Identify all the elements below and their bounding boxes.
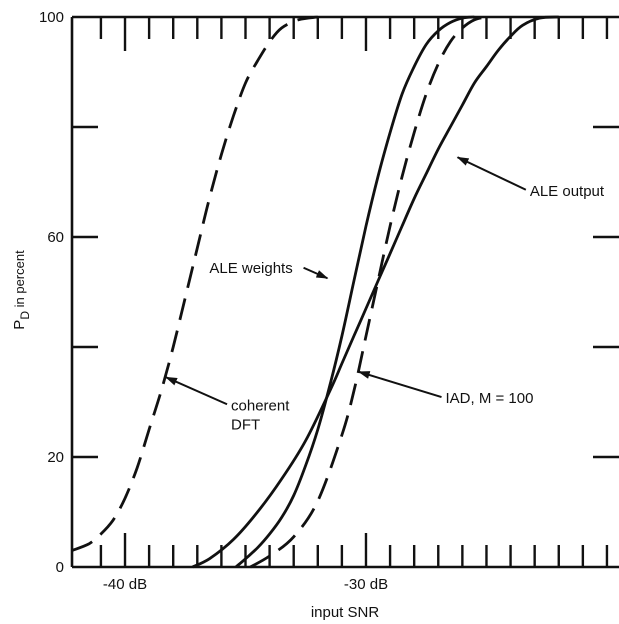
series-line-1 bbox=[71, 15, 319, 552]
y-tick-label: 0 bbox=[56, 559, 64, 576]
tick-labels: -40 dB -30 dB 100 60 20 0 bbox=[39, 9, 388, 593]
annotation-arrow bbox=[357, 370, 442, 399]
y-axis-title-subscript: D bbox=[18, 311, 32, 320]
y-tick-label: 60 bbox=[47, 229, 64, 246]
y-axis-title-main: P bbox=[11, 320, 28, 330]
series-line-4 bbox=[249, 15, 487, 569]
y-axis-title-suffix: in percent bbox=[12, 250, 27, 311]
y-tick-label: 100 bbox=[39, 9, 64, 26]
annotations: coherent DFT ALE weights ALE output IAD, M =… bbox=[165, 156, 605, 433]
plot-frame bbox=[70, 15, 619, 569]
annotation-label: ALE weights bbox=[209, 260, 292, 277]
annotation-label-line2: DFT bbox=[231, 416, 260, 433]
x-tick-label: -40 dB bbox=[103, 576, 147, 593]
axis-ticks bbox=[72, 17, 619, 567]
x-axis-title: input SNR bbox=[311, 604, 380, 621]
annotation-label: ALE output bbox=[530, 183, 605, 200]
series-line-3 bbox=[234, 15, 475, 569]
annotation-arrow bbox=[303, 266, 329, 280]
annotation-label: IAD, M = 100 bbox=[446, 390, 534, 407]
annotation-arrow bbox=[165, 376, 228, 406]
series-lines bbox=[71, 15, 559, 569]
y-axis-title: PD in percent bbox=[11, 250, 32, 330]
series-line-2 bbox=[191, 15, 559, 569]
annotation-arrow bbox=[456, 156, 527, 191]
annotation-label: coherent bbox=[231, 397, 290, 414]
x-tick-label: -30 dB bbox=[344, 576, 388, 593]
y-tick-label: 20 bbox=[47, 449, 64, 466]
